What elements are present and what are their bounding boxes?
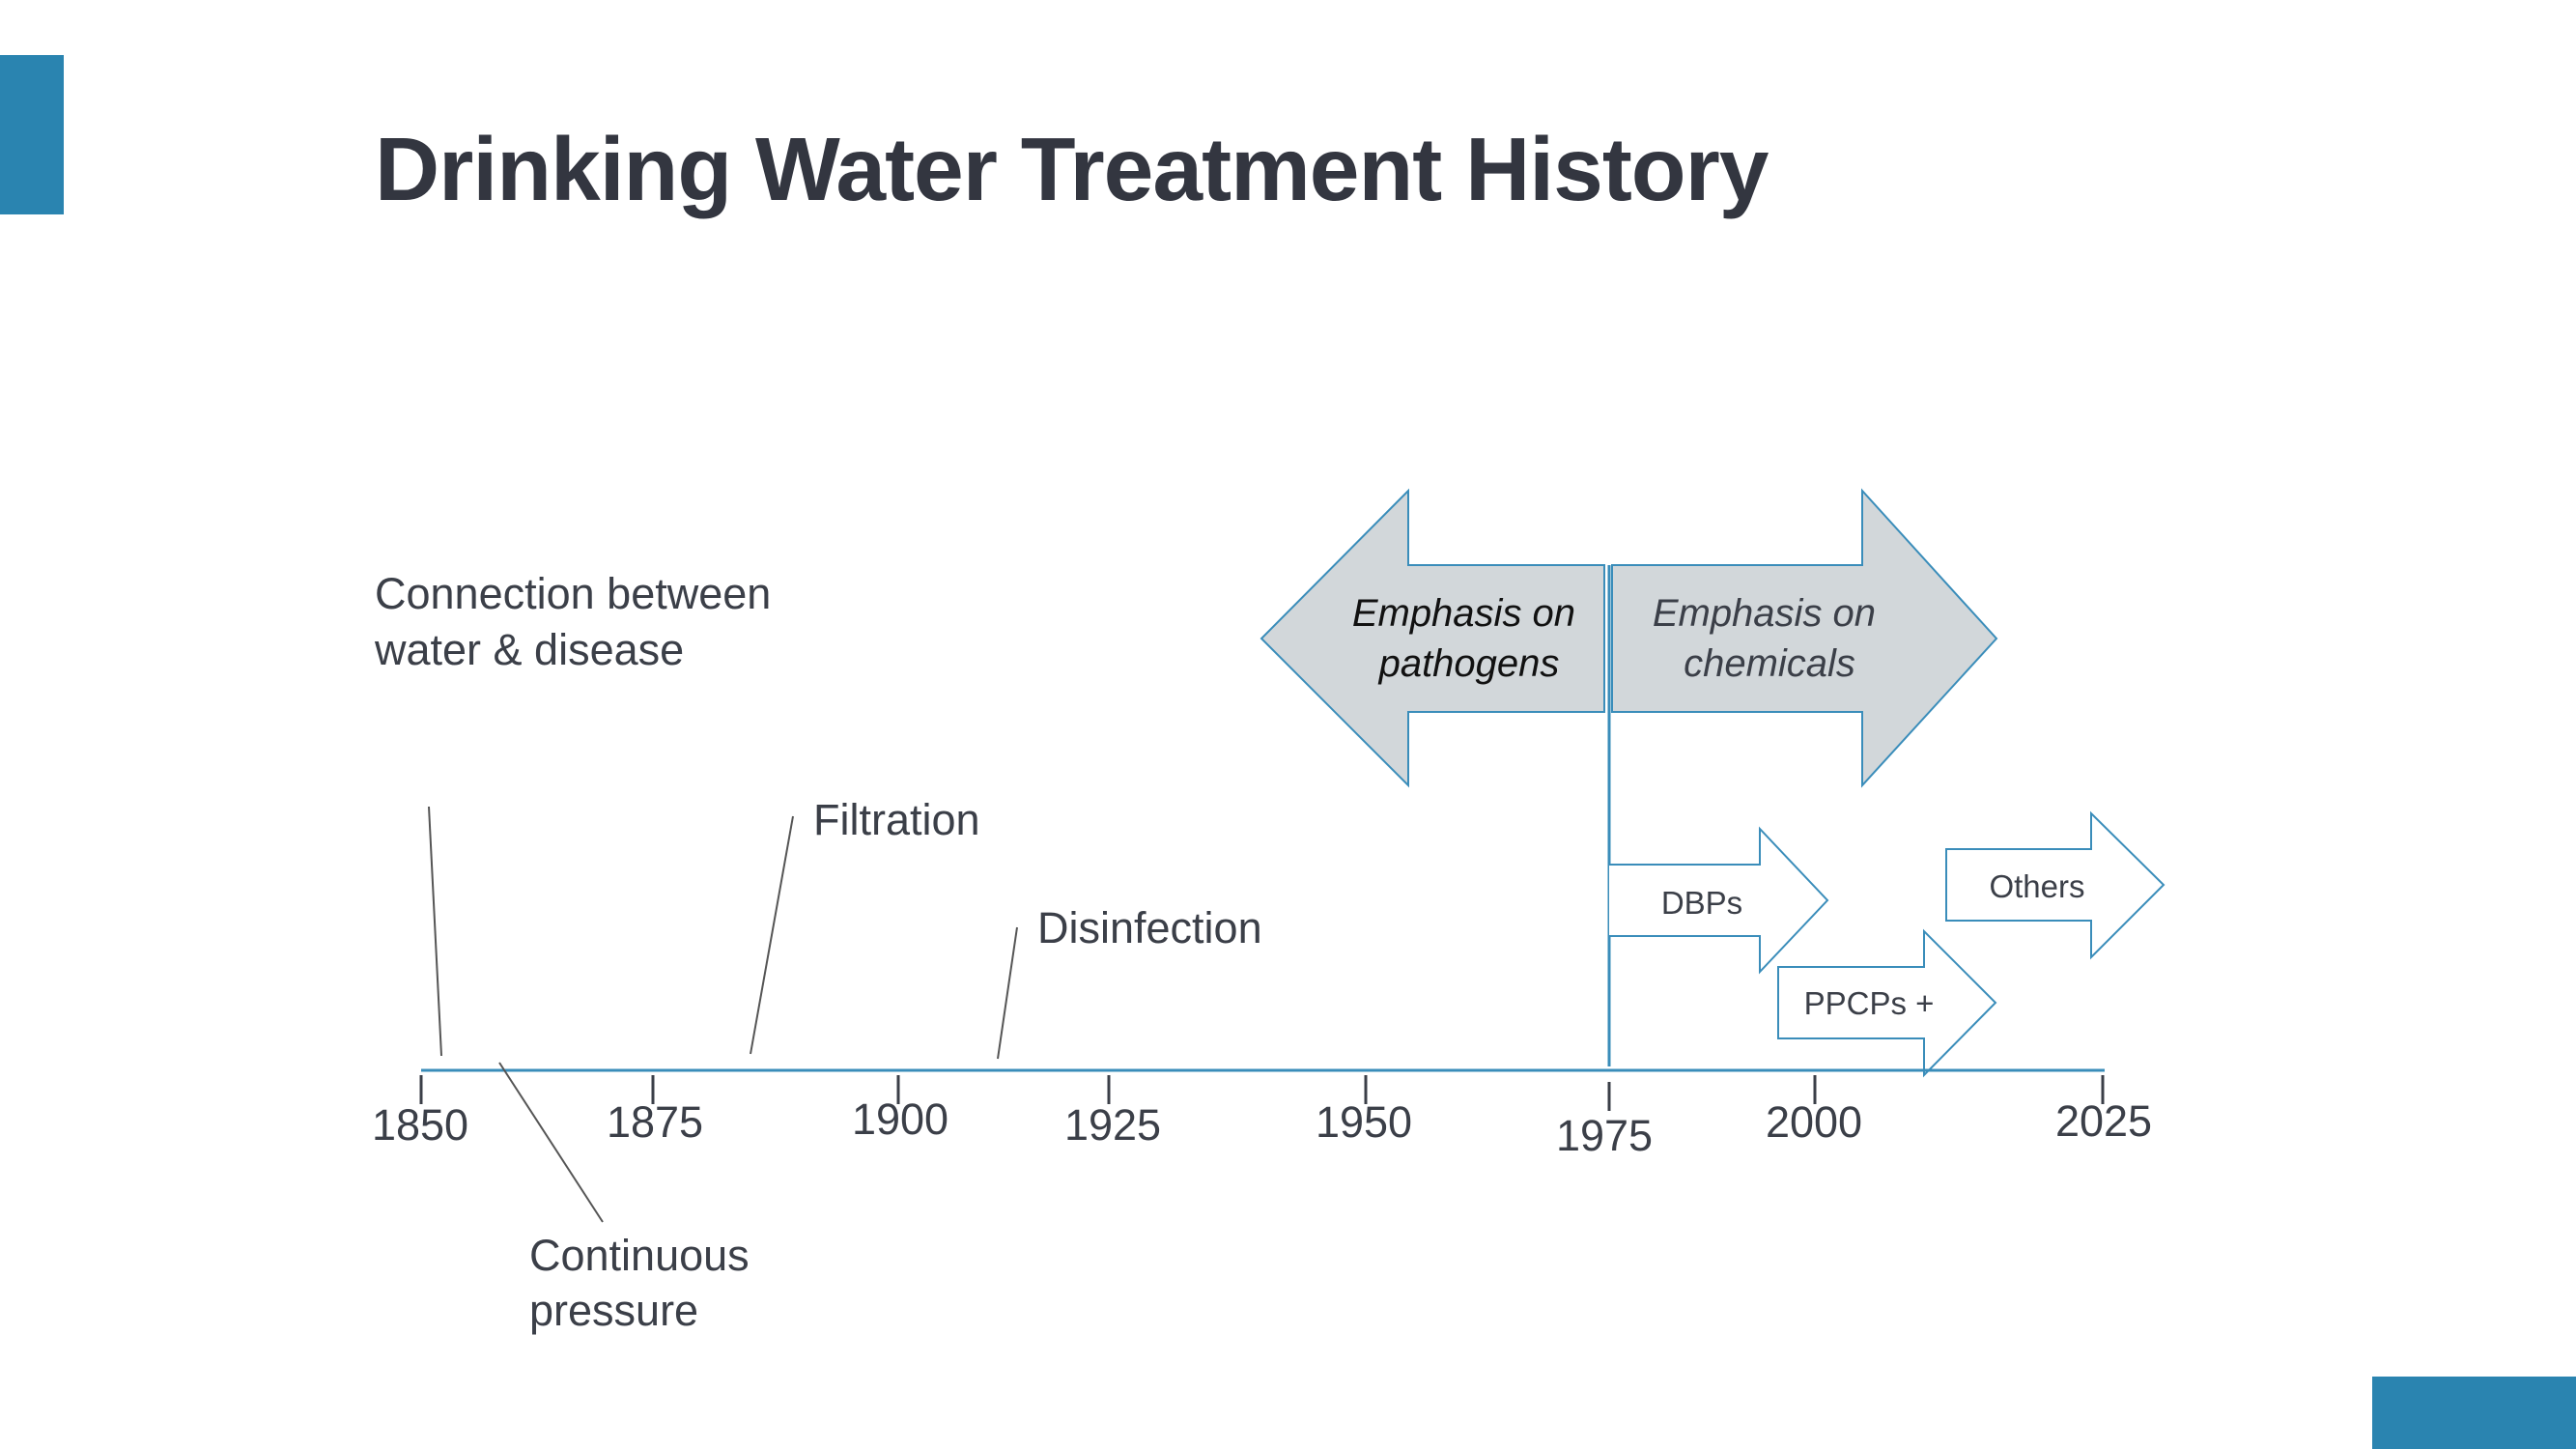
- others-arrow-label: Others: [1989, 868, 2084, 904]
- connection-event-label: Connection between water & disease: [374, 569, 783, 674]
- tick-label-1900: 1900: [852, 1094, 948, 1144]
- others-arrow: [1945, 810, 2166, 960]
- chemicals-arrow-label: Emphasis on chemicals: [1653, 592, 1886, 685]
- dbps-arrow-label: DBPs: [1661, 885, 1742, 921]
- pathogens-arrow: [1260, 488, 1605, 788]
- slide-title: Drinking Water Treatment History: [375, 119, 1769, 219]
- event-leader-lines: [428, 806, 1018, 1223]
- tick-label-1975: 1975: [1556, 1111, 1653, 1160]
- dbps-arrow: [1609, 826, 1829, 975]
- ppcps-arrow: [1777, 928, 1997, 1078]
- pathogens-arrow-label: Emphasis on pathogens: [1352, 592, 1586, 685]
- tick-label-2025: 2025: [2055, 1096, 2152, 1146]
- timeline-ticks: [419, 1075, 2105, 1111]
- continuous-leader-line: [498, 1062, 604, 1223]
- connection-leader-line: [428, 806, 442, 1057]
- disinfection-event-label: Disinfection: [1037, 903, 1262, 952]
- accent-bar-right: [2372, 1377, 2576, 1449]
- tick-label-1925: 1925: [1064, 1100, 1161, 1150]
- timeline-tick-labels: 1850 1875 1900 1925 1950 1975 2000 2025: [372, 1094, 2152, 1160]
- disinfection-leader-line: [997, 926, 1018, 1060]
- continuous-pressure-event-label: Continuous pressure: [529, 1231, 761, 1335]
- tick-label-1950: 1950: [1316, 1097, 1412, 1147]
- filtration-event-label: Filtration: [813, 795, 980, 844]
- tick-label-2000: 2000: [1766, 1097, 1862, 1147]
- ppcps-arrow-label: PPCPs +: [1804, 985, 1935, 1021]
- accent-bar-left: [0, 55, 64, 214]
- chemicals-arrow: [1611, 488, 1998, 788]
- tick-label-1875: 1875: [607, 1097, 703, 1147]
- filtration-leader-line: [750, 815, 794, 1055]
- tick-label-1850: 1850: [372, 1100, 468, 1150]
